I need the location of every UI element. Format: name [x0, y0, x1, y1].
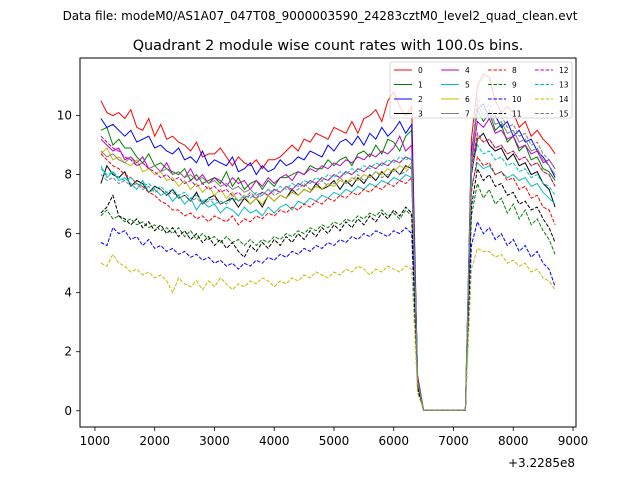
series-line-3: [100, 132, 556, 411]
series-line-9: [100, 181, 556, 411]
y-tick-label: 8: [64, 168, 72, 182]
y-tick-label: 6: [64, 227, 72, 241]
series-line-14: [100, 247, 556, 411]
y-tick-label: 2: [64, 345, 72, 359]
legend-label-7: 7: [465, 110, 470, 119]
x-tick-label: 1000: [80, 434, 111, 448]
y-tick-label: 0: [64, 404, 72, 418]
legend-label-1: 1: [418, 81, 423, 90]
y-tick-label: 10: [57, 109, 72, 123]
x-tick-label: 4000: [259, 434, 290, 448]
legend-label-3: 3: [418, 110, 423, 119]
legend-label-9: 9: [512, 81, 517, 90]
x-tick-label: 6000: [378, 434, 409, 448]
legend-label-8: 8: [512, 66, 517, 75]
x-offset-label: +3.2285e8: [508, 456, 575, 470]
x-tick-label: 8000: [498, 434, 529, 448]
legend-label-12: 12: [559, 66, 569, 75]
legend-label-15: 15: [559, 110, 569, 119]
y-tick-label: 4: [64, 286, 72, 300]
series-line-5: [100, 161, 556, 411]
legend-label-13: 13: [559, 81, 569, 90]
legend-label-14: 14: [559, 95, 569, 104]
legend-label-2: 2: [418, 95, 423, 104]
legend-box: [389, 61, 573, 119]
legend-label-6: 6: [465, 95, 470, 104]
legend-label-10: 10: [512, 95, 522, 104]
series-line-12: [100, 131, 556, 411]
chart-title: Quadrant 2 module wise count rates with …: [133, 38, 524, 54]
legend-label-11: 11: [512, 110, 522, 119]
axes-frame: [79, 57, 577, 428]
legend-label-5: 5: [465, 81, 470, 90]
series-line-6: [100, 135, 556, 411]
plot-area: [100, 73, 556, 411]
x-tick-label: 7000: [438, 434, 469, 448]
x-tick-label: 3000: [199, 434, 230, 448]
legend-label-0: 0: [418, 66, 423, 75]
x-tick-label: 5000: [319, 434, 350, 448]
legend-label-4: 4: [465, 66, 470, 75]
x-tick-label: 2000: [139, 434, 170, 448]
series-line-8: [100, 153, 556, 411]
series-line-13: [100, 143, 556, 411]
x-tick-label: 9000: [558, 434, 589, 448]
figure-suptitle: Data file: modeM0/AS1A07_047T08_90000035…: [63, 9, 578, 23]
series-line-11: [100, 167, 556, 411]
